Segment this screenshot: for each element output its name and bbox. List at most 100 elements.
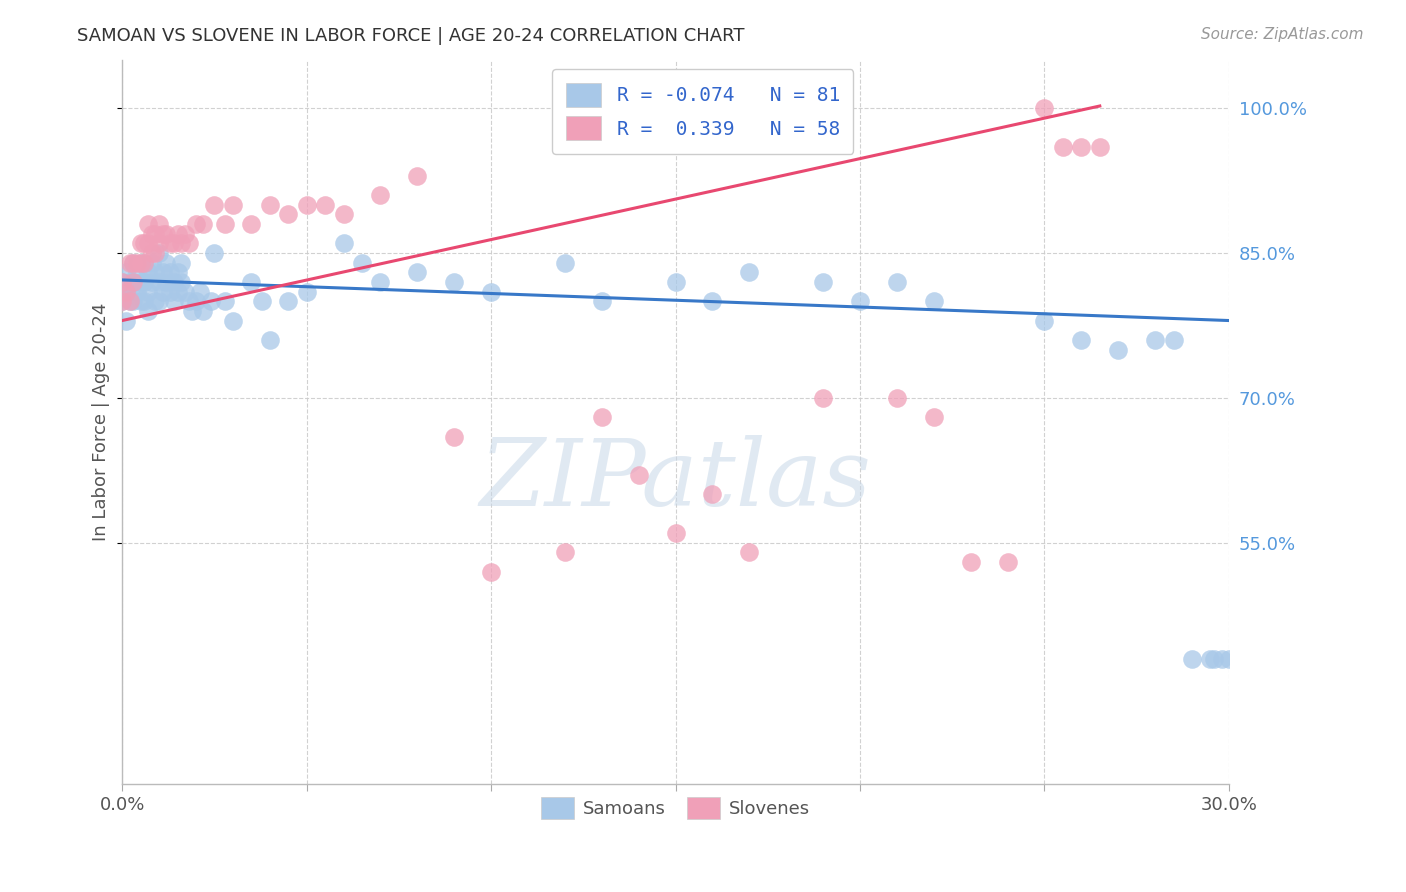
- Point: [141, 255, 163, 269]
- Point: [166, 265, 188, 279]
- Point: [1052, 139, 1074, 153]
- Point: [141, 275, 163, 289]
- Point: [702, 294, 724, 309]
- Point: [125, 255, 148, 269]
- Point: [134, 255, 156, 269]
- Point: [173, 227, 195, 241]
- Point: [240, 275, 263, 289]
- Point: [1033, 101, 1056, 115]
- Point: [170, 275, 193, 289]
- Point: [406, 169, 429, 183]
- Point: [136, 236, 159, 251]
- Point: [129, 275, 152, 289]
- Point: [148, 294, 170, 309]
- Point: [200, 294, 222, 309]
- Point: [1181, 652, 1204, 666]
- Point: [738, 545, 761, 559]
- Point: [152, 227, 174, 241]
- Point: [1199, 652, 1222, 666]
- Point: [1144, 333, 1167, 347]
- Point: [1163, 333, 1185, 347]
- Point: [129, 294, 152, 309]
- Point: [115, 285, 138, 299]
- Legend: Samoans, Slovenes: Samoans, Slovenes: [534, 789, 817, 826]
- Point: [152, 285, 174, 299]
- Point: [332, 207, 354, 221]
- Point: [136, 217, 159, 231]
- Point: [136, 265, 159, 279]
- Point: [738, 265, 761, 279]
- Point: [370, 275, 392, 289]
- Point: [193, 217, 215, 231]
- Point: [177, 294, 200, 309]
- Point: [1211, 652, 1233, 666]
- Point: [111, 275, 134, 289]
- Point: [129, 255, 152, 269]
- Point: [159, 285, 181, 299]
- Point: [222, 197, 245, 211]
- Point: [350, 255, 373, 269]
- Point: [148, 275, 170, 289]
- Point: [252, 294, 274, 309]
- Point: [959, 555, 981, 569]
- Point: [111, 294, 134, 309]
- Point: [159, 265, 181, 279]
- Point: [118, 275, 141, 289]
- Point: [259, 197, 281, 211]
- Point: [170, 255, 193, 269]
- Point: [134, 255, 156, 269]
- Point: [163, 275, 186, 289]
- Point: [184, 217, 207, 231]
- Point: [145, 246, 167, 260]
- Point: [591, 294, 613, 309]
- Point: [277, 207, 299, 221]
- Point: [627, 468, 650, 483]
- Point: [591, 410, 613, 425]
- Point: [811, 391, 834, 405]
- Point: [849, 294, 872, 309]
- Point: [118, 255, 141, 269]
- Point: [1070, 139, 1092, 153]
- Point: [141, 246, 163, 260]
- Point: [922, 410, 945, 425]
- Point: [141, 227, 163, 241]
- Point: [222, 313, 245, 327]
- Point: [134, 236, 156, 251]
- Point: [125, 265, 148, 279]
- Point: [406, 265, 429, 279]
- Point: [134, 294, 156, 309]
- Point: [664, 275, 686, 289]
- Point: [166, 227, 188, 241]
- Point: [886, 275, 908, 289]
- Point: [136, 285, 159, 299]
- Point: [118, 294, 141, 309]
- Point: [118, 294, 141, 309]
- Point: [122, 275, 145, 289]
- Point: [184, 294, 207, 309]
- Point: [188, 285, 211, 299]
- Point: [1088, 139, 1111, 153]
- Point: [214, 217, 236, 231]
- Point: [163, 236, 186, 251]
- Point: [479, 285, 502, 299]
- Point: [554, 545, 576, 559]
- Point: [155, 255, 177, 269]
- Point: [314, 197, 336, 211]
- Point: [122, 275, 145, 289]
- Point: [177, 236, 200, 251]
- Point: [111, 275, 134, 289]
- Point: [295, 197, 318, 211]
- Point: [181, 304, 204, 318]
- Point: [193, 304, 215, 318]
- Point: [554, 255, 576, 269]
- Point: [173, 285, 195, 299]
- Point: [922, 294, 945, 309]
- Y-axis label: In Labor Force | Age 20-24: In Labor Force | Age 20-24: [93, 302, 110, 541]
- Point: [129, 255, 152, 269]
- Point: [443, 429, 465, 443]
- Point: [702, 487, 724, 501]
- Point: [111, 294, 134, 309]
- Point: [129, 236, 152, 251]
- Point: [1033, 313, 1056, 327]
- Point: [886, 391, 908, 405]
